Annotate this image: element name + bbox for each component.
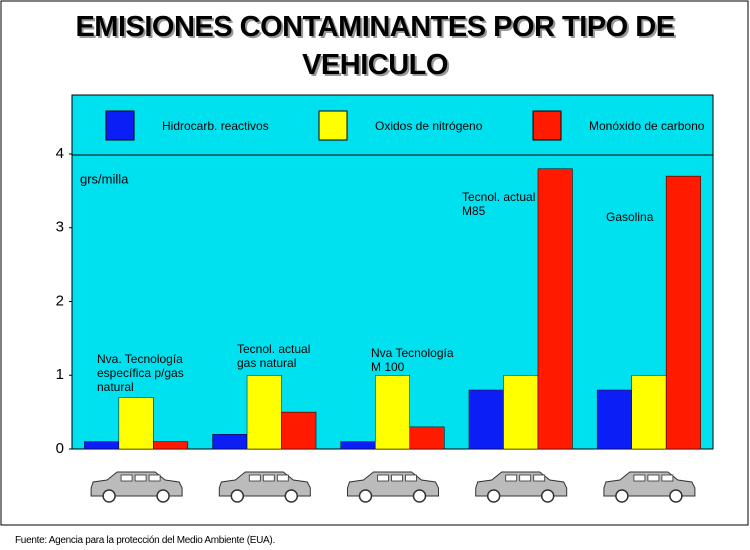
bar [468,389,504,450]
y-tick-label: 2 [56,292,64,309]
bar [84,441,120,450]
bar [281,411,317,450]
car-wheel [669,489,683,503]
legend-swatch [105,110,135,141]
car-wheel [412,489,427,503]
bar [631,375,667,450]
car-wheel [230,489,245,503]
category-label: Tecnol. actual M85 [462,190,536,218]
car-icon [603,471,696,503]
bar [409,426,445,450]
category-label: Nva. Tecnología específica p/gas natural [97,352,184,394]
bar [503,375,539,450]
car-window [647,474,660,482]
car-window [533,474,546,482]
legend-label: Monóxido de carbono [589,119,705,133]
chart-title: EMISIONES CONTAMINANTES POR TIPO DE VEHI… [75,11,675,81]
legend-label: Oxidos de nitrógeno [375,119,483,133]
bar [212,434,248,450]
bar [118,397,154,450]
car-window [377,474,389,482]
legend-swatch [532,110,562,141]
car-wheel [156,489,170,503]
legend-label: Hidrocarb. reactivos [162,119,269,133]
car-window [276,474,289,482]
car-icon [218,471,311,503]
category-label: Nva Tecnología M 100 [371,346,454,374]
car-window [505,474,518,482]
category-label: Gasolina [606,210,654,224]
car-wheel [540,489,555,503]
car-wheel [486,489,501,503]
car-wheel [615,489,629,503]
bar [246,375,282,450]
bar [537,168,573,450]
source-note: Fuente: Agencia para la protección del M… [15,535,275,546]
frame [0,0,749,526]
bar [596,389,632,450]
y-tick-label: 4 [56,145,64,162]
car-icon [475,471,568,503]
y-tick-label: 3 [56,219,64,236]
bar [375,375,410,450]
car-wheel [102,489,116,503]
y-tick-label: 1 [56,366,64,383]
bar [153,441,189,450]
car-window [248,474,261,482]
car-window [148,474,161,482]
bar [665,175,701,450]
car-wheel [284,489,299,503]
y-tick-label: 0 [56,440,64,457]
car-window [405,474,417,482]
car-window [633,474,646,482]
legend-box [71,94,714,156]
car-icon [90,471,183,503]
category-label: Tecnol. actual gas natural [237,342,311,370]
car-window [262,474,275,482]
bar [340,441,376,450]
car-window [120,474,133,482]
car-wheel [358,489,373,503]
car-window [391,474,403,482]
y-axis-label: grs/milla [80,171,129,186]
legend-swatch [318,110,348,141]
car-window [519,474,532,482]
car-window [661,474,674,482]
car-window [134,474,147,482]
car-icon [347,471,439,503]
